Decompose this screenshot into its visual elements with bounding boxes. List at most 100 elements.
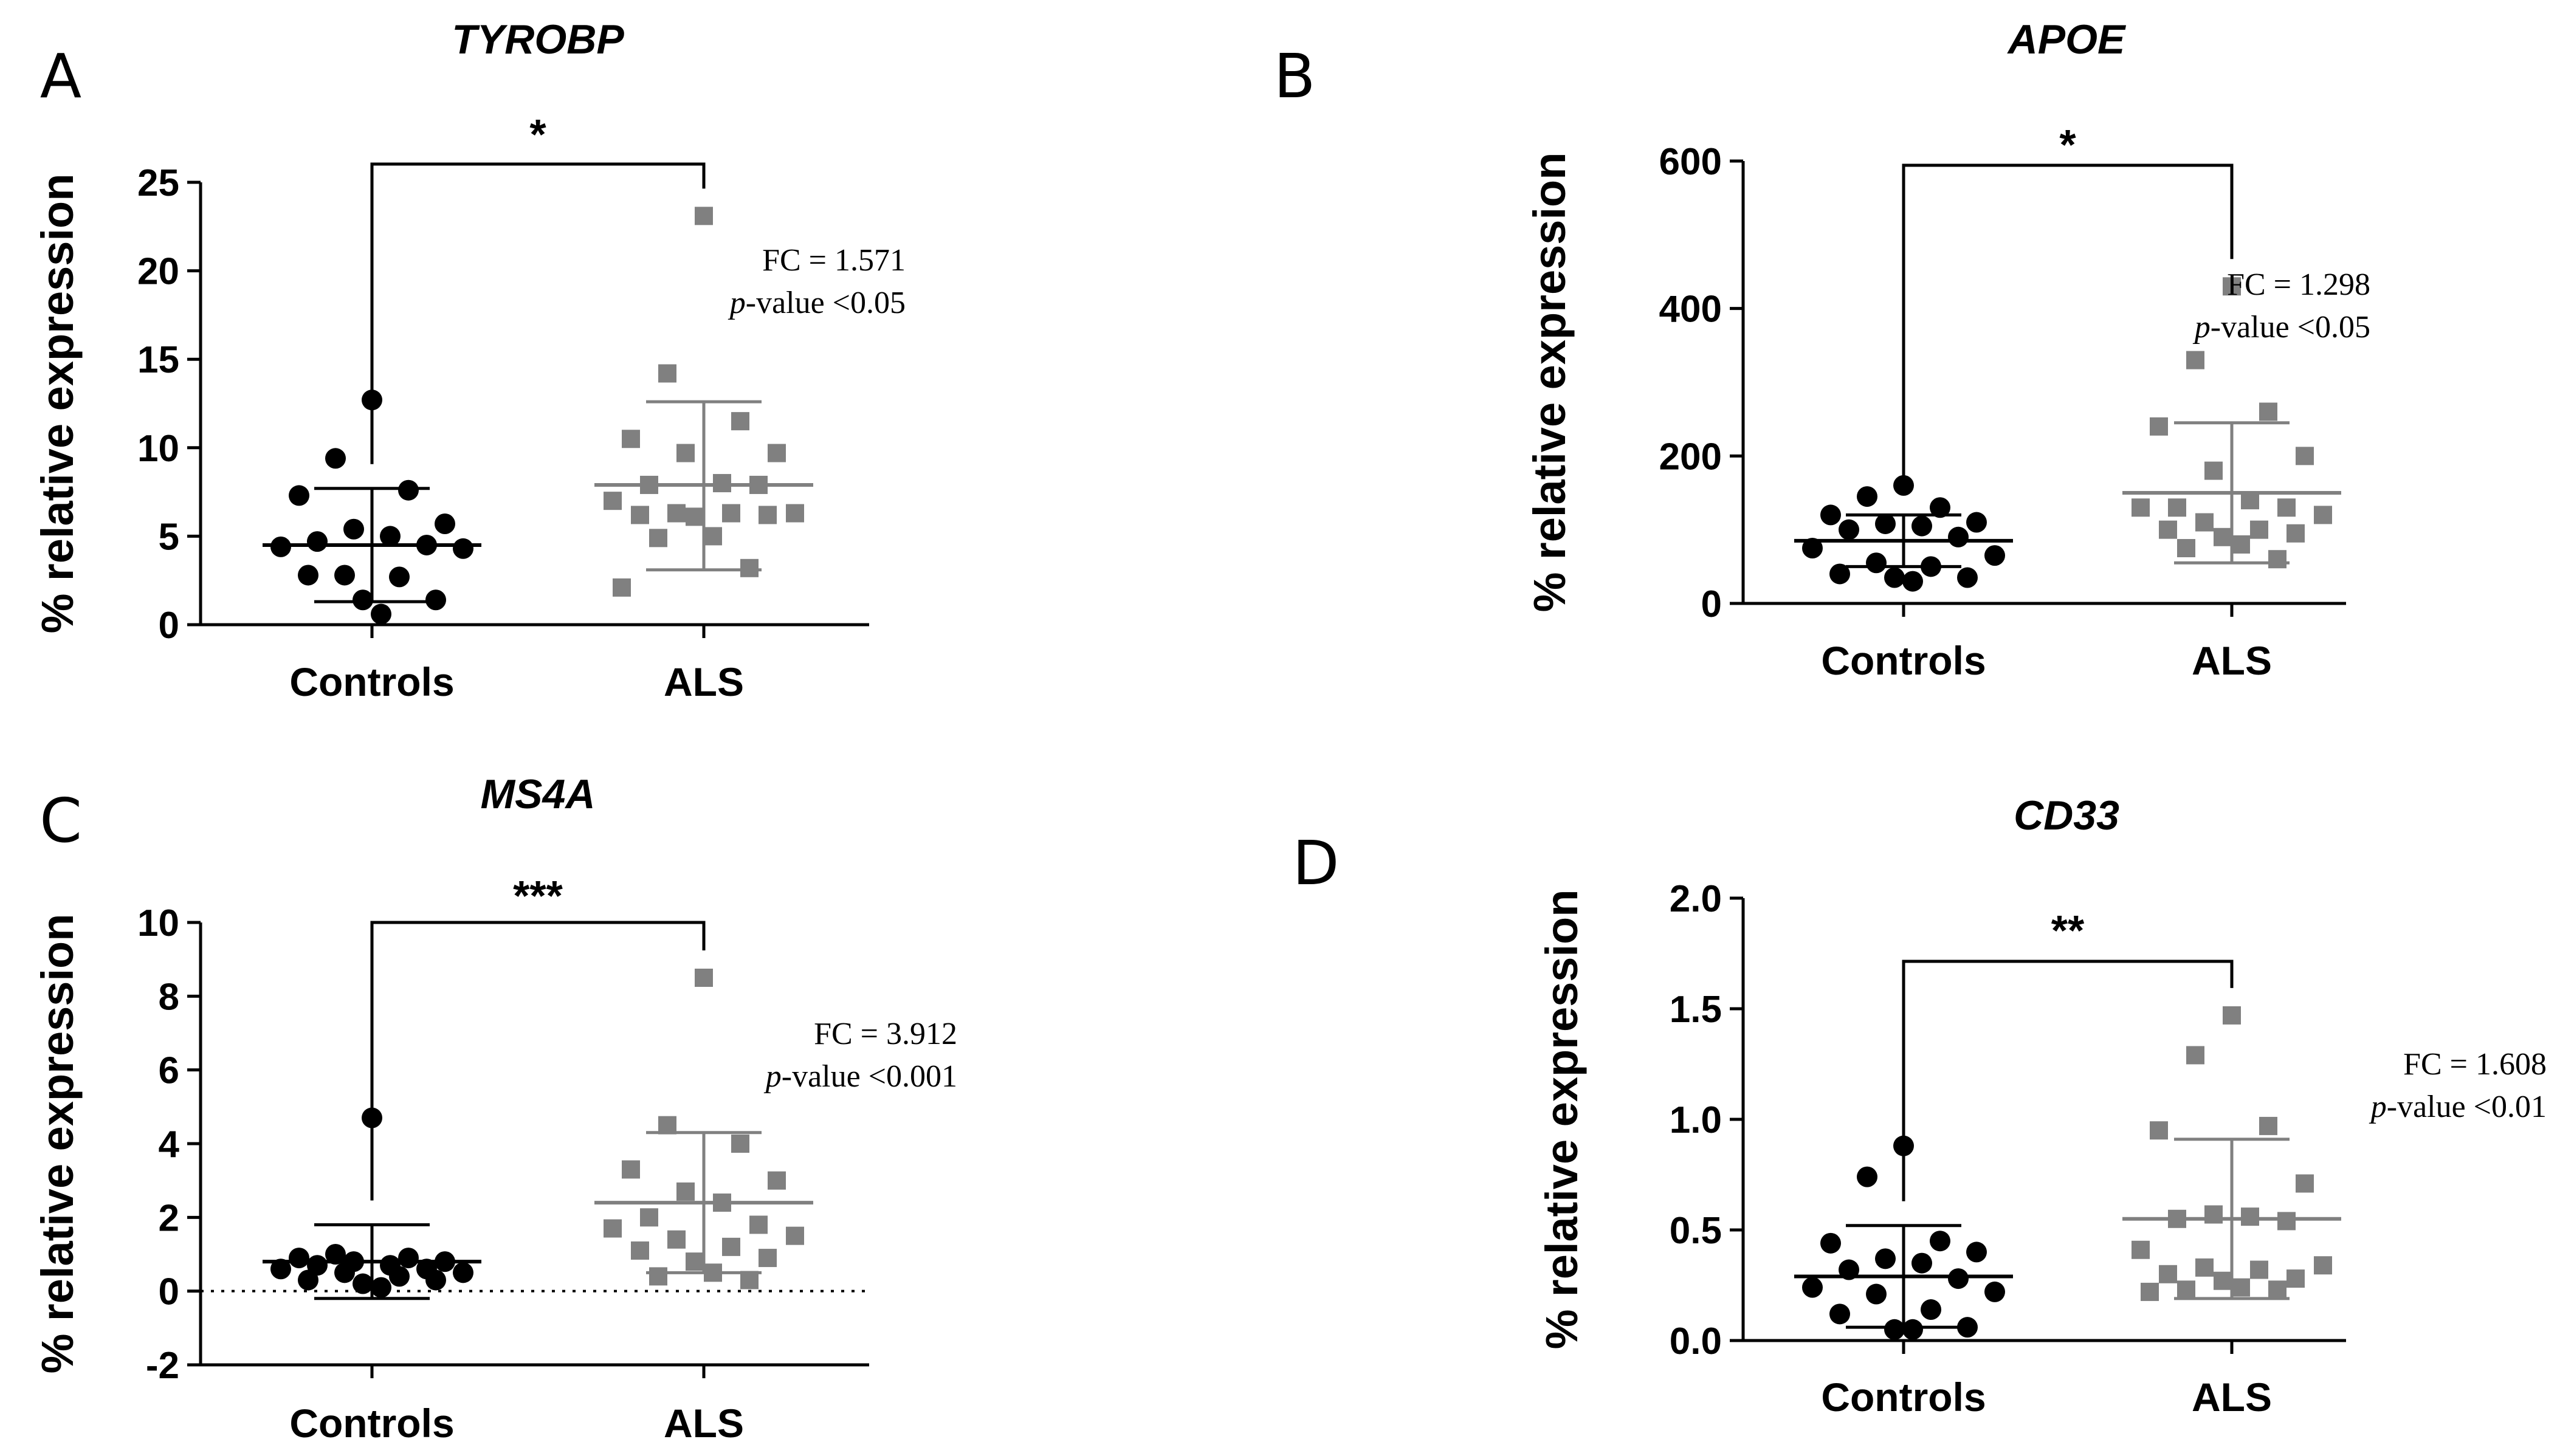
series-als bbox=[594, 207, 813, 597]
data-point bbox=[1921, 556, 1941, 577]
data-point bbox=[380, 526, 401, 547]
data-point bbox=[2296, 1174, 2314, 1193]
data-point bbox=[622, 1160, 640, 1179]
p-value-annotation: p-value <0.05 bbox=[728, 286, 906, 320]
data-point bbox=[2314, 1256, 2332, 1275]
data-point bbox=[1884, 567, 1905, 588]
data-point bbox=[2277, 498, 2296, 517]
data-point bbox=[695, 207, 713, 225]
data-point bbox=[2268, 550, 2286, 569]
data-point bbox=[686, 1252, 704, 1271]
data-point bbox=[1948, 1268, 1969, 1289]
data-point bbox=[1829, 563, 1850, 585]
p-value-text: -value <0.001 bbox=[782, 1059, 957, 1094]
p-value-text: -value <0.05 bbox=[2211, 310, 2370, 345]
chart-title: APOE bbox=[2007, 16, 2127, 63]
x-tick-label-controls: Controls bbox=[1821, 1375, 1986, 1420]
chart-title: CD33 bbox=[2014, 792, 2119, 839]
y-tick-label: -2 bbox=[146, 1345, 179, 1387]
data-point bbox=[1884, 1319, 1905, 1340]
data-point bbox=[2286, 524, 2305, 543]
data-point bbox=[2286, 1269, 2305, 1288]
data-point bbox=[2168, 498, 2186, 517]
data-point bbox=[667, 504, 686, 523]
data-point bbox=[1984, 1281, 2005, 1302]
data-point bbox=[676, 444, 695, 462]
y-axis-label: % relative expression bbox=[1524, 153, 1575, 613]
fold-change-annotation: FC = 3.912 bbox=[814, 1017, 957, 1051]
data-point bbox=[631, 506, 649, 524]
data-point bbox=[2214, 1271, 2232, 1290]
significance-bracket bbox=[1902, 960, 2234, 1201]
chart-title: TYROBP bbox=[452, 16, 624, 63]
panel-letter: B bbox=[1274, 41, 1316, 112]
data-point bbox=[1875, 1248, 1896, 1269]
panel-letter: C bbox=[40, 785, 82, 856]
data-point bbox=[2132, 498, 2150, 517]
y-tick-label: 600 bbox=[1659, 141, 1722, 183]
fold-change-annotation: FC = 1.608 bbox=[2403, 1047, 2547, 1082]
y-tick-label: 4 bbox=[159, 1124, 180, 1166]
data-point bbox=[640, 1208, 658, 1227]
data-point bbox=[2204, 1205, 2223, 1224]
y-tick-label: 2.0 bbox=[1670, 878, 1722, 920]
data-point bbox=[2132, 1240, 2150, 1259]
p-value-text: -value <0.01 bbox=[2387, 1090, 2547, 1124]
series-als bbox=[2122, 1006, 2341, 1301]
data-point bbox=[1902, 1319, 1923, 1340]
data-point bbox=[1857, 486, 1877, 507]
data-point bbox=[325, 448, 346, 469]
data-point bbox=[649, 529, 667, 548]
data-point bbox=[1820, 1232, 1841, 1254]
y-tick-label: 25 bbox=[137, 162, 179, 204]
significance-bracket bbox=[370, 921, 706, 1201]
data-point bbox=[1911, 515, 1932, 537]
data-point bbox=[759, 1249, 777, 1268]
data-point bbox=[1902, 571, 1923, 592]
data-point bbox=[2241, 1207, 2259, 1226]
significance-marker: * bbox=[2059, 121, 2076, 168]
data-point bbox=[1911, 1252, 1932, 1274]
data-point bbox=[2150, 1121, 2168, 1140]
y-tick-label: 400 bbox=[1659, 289, 1722, 331]
p-value-annotation: p-value <0.001 bbox=[763, 1059, 957, 1094]
data-point bbox=[613, 578, 631, 597]
data-point bbox=[2186, 1046, 2204, 1065]
p-value-text: -value <0.05 bbox=[746, 286, 906, 320]
data-point bbox=[686, 507, 704, 526]
data-point bbox=[759, 506, 777, 524]
y-tick-label: 0.0 bbox=[1670, 1320, 1722, 1362]
y-tick-label: 5 bbox=[159, 516, 179, 558]
panel-a: A TYROBP % relative expression 0 5 10 15 20 25 Co… bbox=[32, 16, 906, 704]
data-point bbox=[289, 1248, 309, 1269]
y-tick-label: 10 bbox=[137, 902, 179, 944]
data-point bbox=[2268, 1280, 2286, 1299]
data-point bbox=[1875, 513, 1896, 534]
data-point bbox=[2159, 520, 2177, 539]
data-point bbox=[740, 1271, 759, 1289]
y-tick-label: 6 bbox=[159, 1050, 179, 1092]
data-point bbox=[2177, 539, 2195, 557]
y-tick-label: 8 bbox=[159, 976, 179, 1018]
data-point bbox=[425, 1269, 446, 1291]
x-tick-label-als: ALS bbox=[664, 659, 744, 704]
data-point bbox=[398, 479, 419, 501]
data-point bbox=[622, 430, 640, 448]
data-point bbox=[1966, 1241, 1987, 1263]
data-point bbox=[2177, 1280, 2195, 1299]
data-point bbox=[398, 1248, 419, 1269]
series-controls bbox=[1794, 475, 2013, 592]
y-tick-label: 15 bbox=[137, 339, 179, 381]
data-point bbox=[2259, 402, 2277, 421]
data-point bbox=[2141, 1282, 2159, 1301]
significance-marker: ** bbox=[2051, 907, 2085, 954]
y-tick-label: 1.5 bbox=[1670, 989, 1722, 1031]
significance-marker: *** bbox=[513, 872, 563, 919]
data-point bbox=[353, 1273, 373, 1294]
data-point bbox=[1921, 1299, 1941, 1320]
x-tick-label-als: ALS bbox=[664, 1401, 744, 1446]
data-point bbox=[1866, 552, 1887, 574]
data-point bbox=[2186, 351, 2204, 369]
data-point bbox=[1930, 497, 1950, 518]
data-point bbox=[307, 531, 328, 552]
